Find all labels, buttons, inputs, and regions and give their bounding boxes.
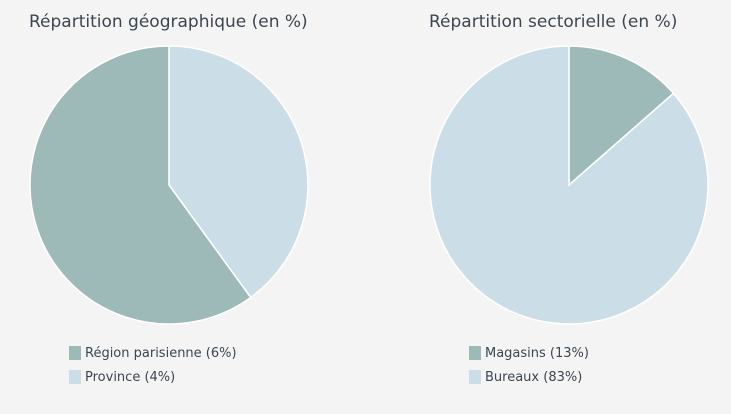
legend-sector: Magasins (13%) Bureaux (83%): [469, 341, 589, 389]
pie-slice[interactable]: [29, 45, 252, 325]
pie-slice[interactable]: [429, 45, 709, 325]
legend-label: Bureaux (83%): [485, 369, 583, 385]
legend-swatch: [469, 346, 481, 360]
legend-item[interactable]: Région parisienne (6%): [69, 341, 237, 365]
legend-label: Magasins (13%): [485, 345, 589, 361]
legend-label: Province (4%): [85, 369, 176, 385]
chart-title-geo: Répartition géographique (en %): [29, 12, 308, 32]
legend-item[interactable]: Bureaux (83%): [469, 365, 589, 389]
pie-slice[interactable]: [568, 45, 675, 187]
legend-swatch: [469, 370, 481, 384]
legend-swatch: [69, 346, 81, 360]
legend-swatch: [69, 370, 81, 384]
legend-item[interactable]: Province (4%): [69, 365, 237, 389]
legend-label: Région parisienne (6%): [85, 345, 237, 361]
pie-slice[interactable]: [168, 45, 309, 299]
chart-title-sector: Répartition sectorielle (en %): [429, 12, 678, 32]
legend-geo: Région parisienne (6%) Province (4%): [69, 341, 237, 389]
legend-item[interactable]: Magasins (13%): [469, 341, 589, 365]
